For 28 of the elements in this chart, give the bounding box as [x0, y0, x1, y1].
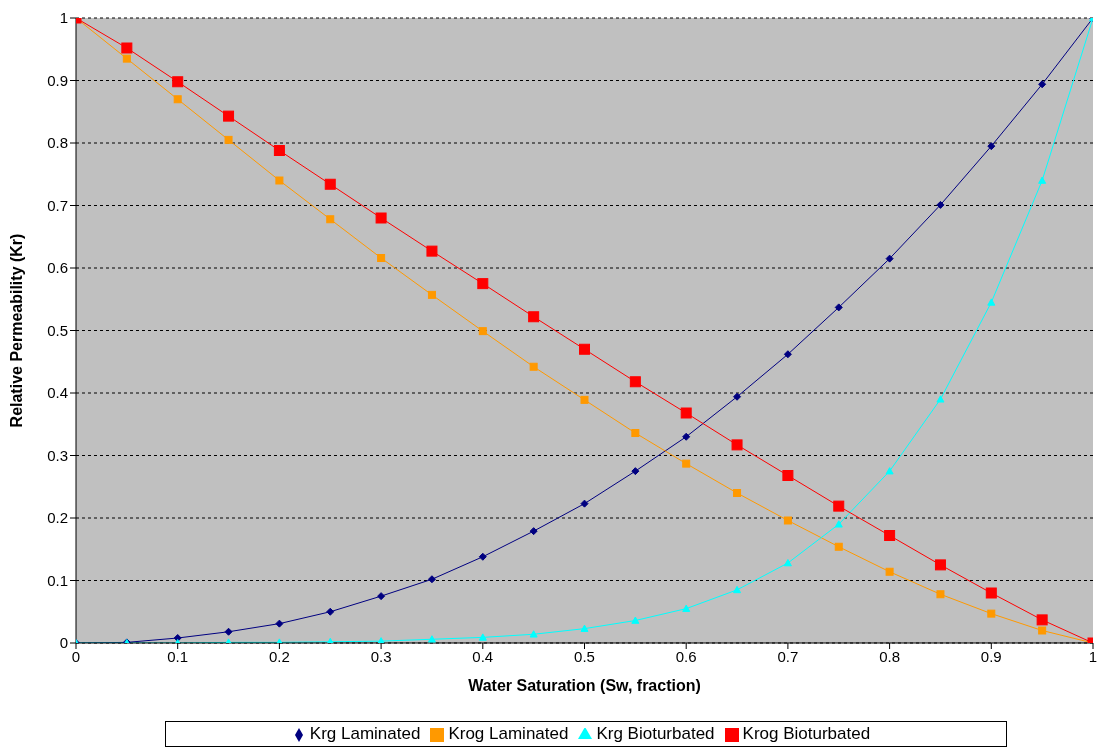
y-tick-label: 0.6 [47, 259, 68, 277]
y-tick-label: 0.8 [47, 134, 68, 152]
y-tick-label: 0.3 [47, 446, 68, 464]
x-tick-label: 0.5 [574, 647, 595, 665]
y-axis-title: Relative Permeability (Kr) [7, 233, 25, 428]
x-tick-label: 0.1 [167, 647, 189, 665]
x-tick-label: 0.6 [675, 647, 697, 665]
x-tick-label: 0.9 [980, 647, 1002, 665]
x-axis-title: Water Saturation (Sw, fraction) [468, 677, 701, 694]
y-tick-label: 0.7 [47, 196, 68, 214]
legend-label: Krog Bioturbated [742, 724, 871, 743]
legend-label: Krog Laminated [448, 724, 569, 743]
legend-label: Krg Laminated [309, 724, 421, 743]
y-tick-label: 0 [59, 634, 68, 652]
x-tick-label: 0.7 [777, 647, 799, 665]
y-tick-label: 0.1 [47, 571, 68, 589]
legend-label: Krg Bioturbated [596, 724, 715, 743]
x-tick-label: 0 [71, 647, 81, 665]
y-tick-label: 1 [59, 9, 68, 27]
y-tick-label: 0.4 [47, 384, 68, 402]
x-tick-label: 0.8 [879, 647, 901, 665]
y-tick-label: 0.2 [47, 509, 68, 527]
x-tick-label: 1 [1088, 647, 1098, 665]
y-tick-label: 0.5 [47, 321, 68, 339]
x-tick-label: 0.2 [268, 647, 290, 665]
x-tick-label: 0.4 [472, 647, 494, 665]
y-tick-label: 0.9 [47, 71, 68, 89]
x-tick-label: 0.3 [370, 647, 392, 665]
